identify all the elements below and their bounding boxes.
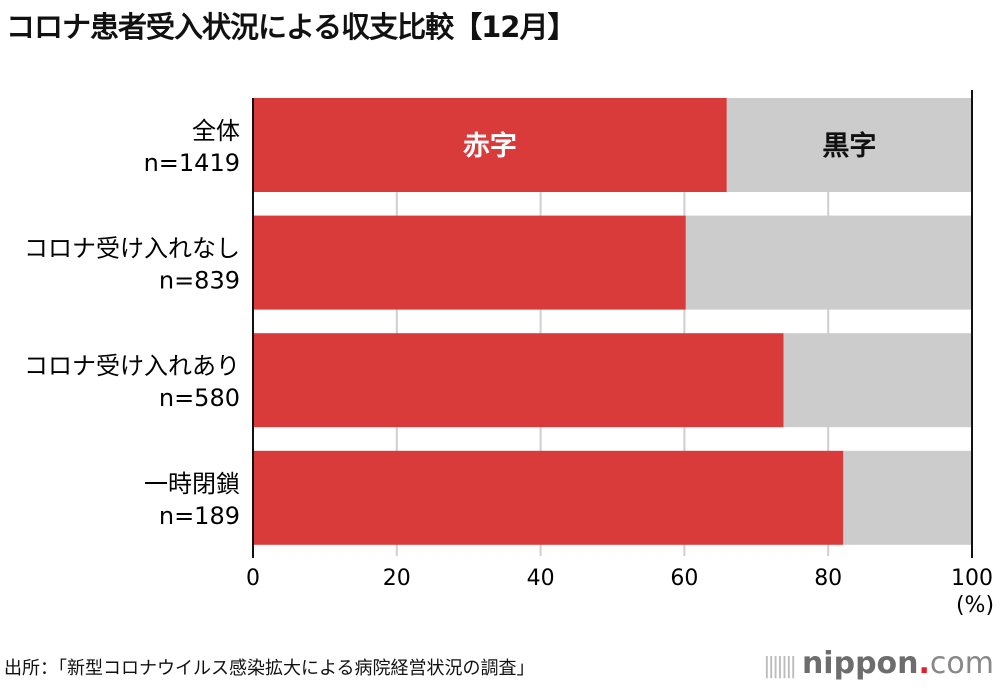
- category-n: n=839: [159, 267, 240, 295]
- x-axis-unit: (%): [956, 593, 994, 618]
- category-n: n=580: [159, 384, 240, 412]
- x-tick-label: 60: [670, 566, 698, 591]
- x-tick-label: 40: [527, 566, 555, 591]
- bar-deficit: [253, 215, 686, 310]
- category-label: コロナ受け入れなし: [24, 235, 240, 263]
- category-n: n=1419: [144, 149, 240, 177]
- x-tick-label: 100: [951, 566, 993, 591]
- nippon-logo: ||||||| nippon.com: [763, 646, 994, 681]
- bar-deficit: [253, 450, 844, 545]
- x-tick-label: 20: [383, 566, 411, 591]
- chart-title: コロナ患者受入状況による収支比較【12月】: [6, 10, 576, 44]
- category-label: 一時閉鎖: [144, 470, 240, 498]
- logo-dot: .: [918, 646, 930, 681]
- category-label: 全体: [192, 117, 240, 145]
- x-tick-label: 80: [814, 566, 842, 591]
- bar-surplus: [726, 98, 972, 192]
- bar-deficit: [253, 333, 784, 428]
- logo-suffix: com: [929, 646, 994, 681]
- logo-bars-icon: |||||||: [763, 654, 797, 679]
- x-tick-label: 0: [246, 566, 260, 591]
- bar-surplus: [685, 215, 972, 310]
- source-note: 出所：「新型コロナウイルス感染拡大による病院経営状況の調査」: [4, 658, 535, 679]
- logo-name: nippon: [801, 646, 919, 681]
- category-n: n=189: [159, 502, 240, 530]
- series-label: 赤字: [463, 130, 517, 162]
- series-label: 黒字: [822, 130, 876, 162]
- bar-surplus: [783, 333, 972, 428]
- category-label: コロナ受け入れあり: [24, 352, 240, 380]
- bar-surplus: [843, 450, 972, 545]
- bar-deficit: [253, 98, 727, 192]
